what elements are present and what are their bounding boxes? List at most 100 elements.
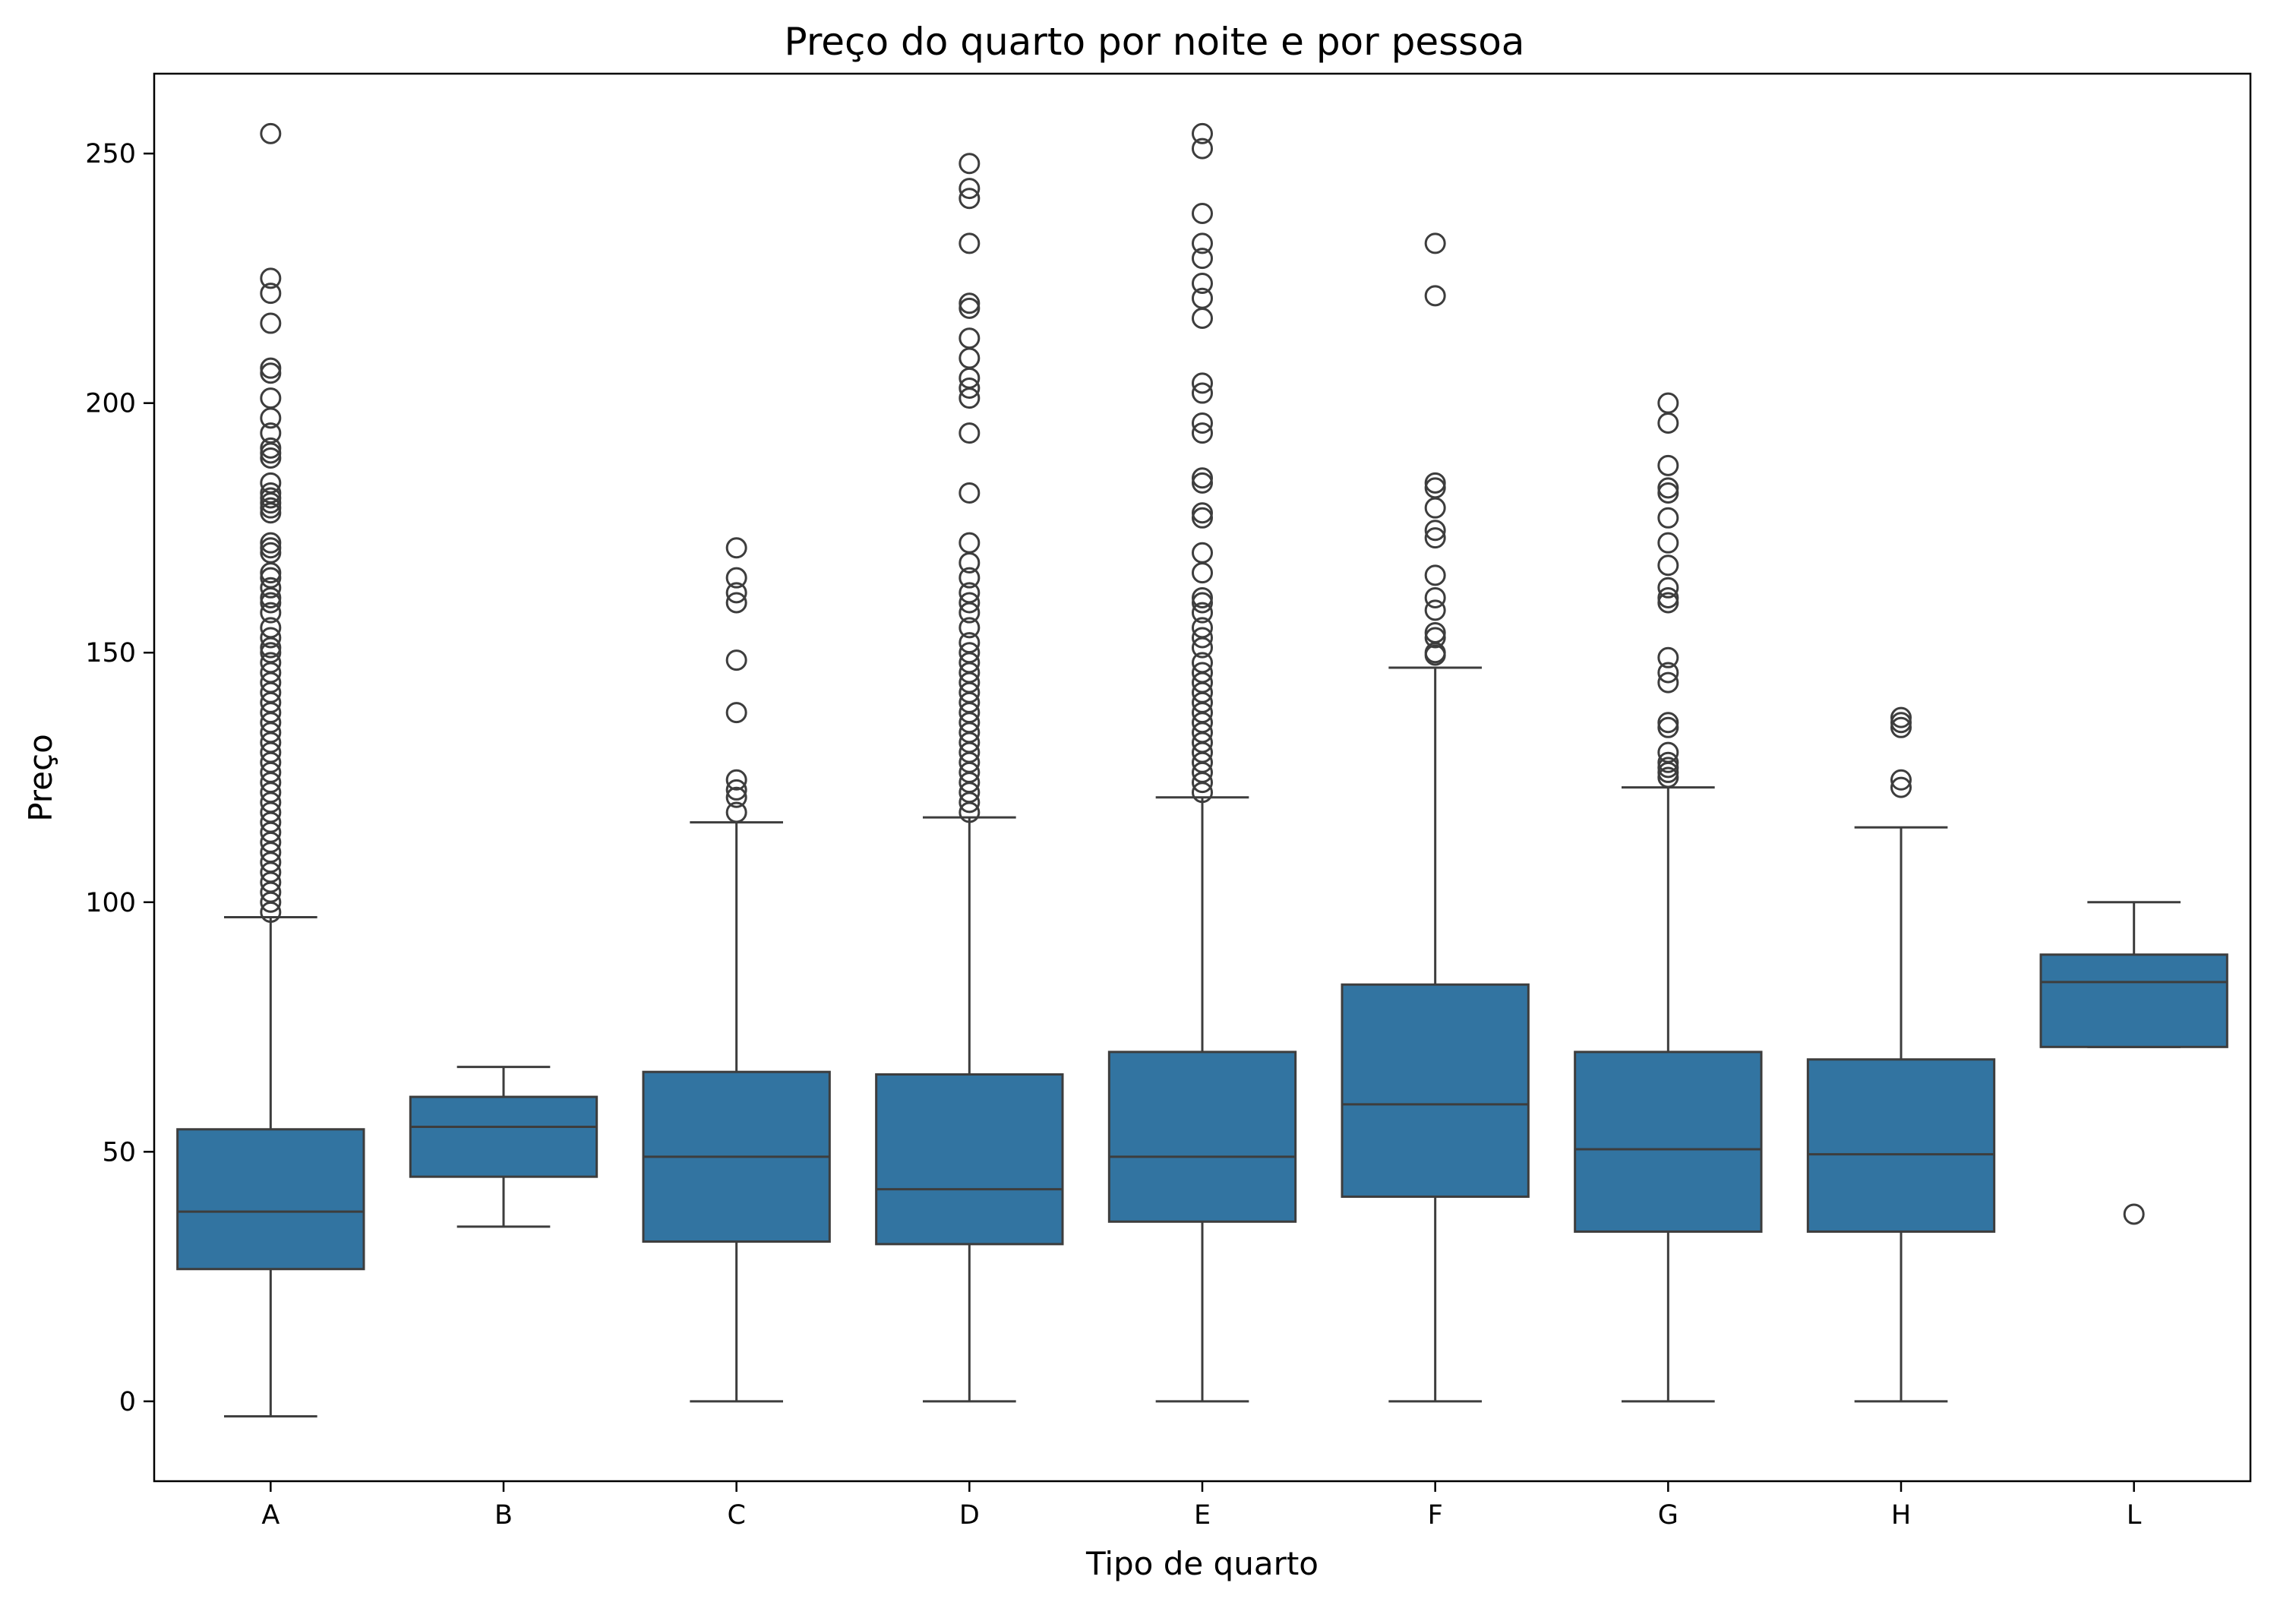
outlier-point (260, 357, 282, 379)
y-axis: 0 50 100 150 200 250 (85, 139, 154, 1417)
outlier-point (1424, 497, 1446, 519)
outlier-point (1192, 202, 1213, 224)
outlier-point (959, 592, 981, 614)
outlier-point (959, 482, 981, 504)
outlier-point (1192, 272, 1213, 294)
box-group-E (1107, 122, 1297, 1403)
outlier-point (260, 312, 282, 334)
box-group-L (2039, 901, 2228, 1225)
box-group-D (875, 153, 1064, 1403)
outlier-point (1657, 646, 1679, 668)
outlier-point (1192, 472, 1213, 494)
outlier-point (1192, 122, 1213, 144)
outlier-point (260, 586, 282, 608)
outlier-point (959, 178, 981, 200)
chart-title: Preço do quarto por noite e por pessoa (785, 20, 1525, 64)
x-tick-label: B (494, 1500, 513, 1531)
outlier-point (1192, 592, 1213, 614)
outlier-point (725, 769, 747, 791)
outlier-point (1424, 285, 1446, 307)
x-tick-label: G (1658, 1500, 1679, 1531)
outlier-point (1657, 554, 1679, 577)
outlier-point (260, 267, 282, 289)
outlier-point (1657, 577, 1679, 599)
outlier-point (959, 377, 981, 399)
outlier-point (260, 891, 282, 913)
outlier-point (1192, 782, 1213, 804)
outlier-point (725, 649, 747, 671)
outlier-point (2123, 1203, 2145, 1225)
outlier-point (1192, 562, 1213, 584)
outlier-point (1890, 706, 1912, 728)
outlier-point (260, 627, 282, 649)
y-axis-label: Preço (22, 734, 59, 822)
box (1341, 983, 1530, 1198)
box-group-A (176, 122, 365, 1418)
outlier-point (1657, 592, 1679, 614)
outlier-point (959, 153, 981, 175)
outlier-point (959, 327, 981, 349)
outlier-point (1192, 637, 1213, 659)
box-group-B (409, 1066, 598, 1228)
outlier-point (1657, 454, 1679, 476)
outlier-point (1657, 412, 1679, 434)
x-tick-label: A (261, 1500, 279, 1531)
outlier-point (1192, 287, 1213, 309)
outlier-point (725, 786, 747, 808)
outlier-point (1657, 507, 1679, 529)
outlier-point (1192, 422, 1213, 444)
outlier-point (260, 437, 282, 459)
outlier-point (260, 122, 282, 144)
box-group-F (1341, 232, 1530, 1403)
box (2039, 953, 2228, 1048)
y-tick-label: 250 (85, 139, 136, 169)
outlier-point (959, 567, 981, 589)
outlier-point (959, 292, 981, 314)
outlier-point (1657, 757, 1679, 779)
y-tick-label: 200 (85, 389, 136, 419)
outlier-point (260, 422, 282, 444)
outlier-point (1424, 599, 1446, 621)
outlier-point (1424, 644, 1446, 666)
outlier-point (1192, 248, 1213, 270)
box (1574, 1051, 1763, 1233)
outlier-point (260, 487, 282, 509)
outlier-point (1192, 627, 1213, 649)
box (1107, 1051, 1297, 1223)
box (1806, 1058, 1996, 1233)
outlier-point (1657, 532, 1679, 554)
box (409, 1095, 598, 1178)
outlier-point (1192, 586, 1213, 608)
outlier-point (260, 577, 282, 599)
outlier-point (1890, 712, 1912, 734)
outlier-point (1424, 564, 1446, 586)
outlier-point (725, 702, 747, 724)
outlier-point (260, 901, 282, 923)
outlier-point (1657, 671, 1679, 693)
outlier-point (959, 801, 981, 823)
outlier-point (725, 801, 747, 823)
outlier-point (1192, 542, 1213, 564)
x-tick-label: L (2127, 1500, 2142, 1531)
outlier-point (1657, 392, 1679, 414)
outlier-point (1657, 586, 1679, 608)
outlier-point (1657, 716, 1679, 738)
outlier-point (1657, 766, 1679, 788)
outlier-point (1424, 527, 1446, 549)
outlier-point (1890, 776, 1912, 798)
outlier-point (260, 592, 282, 614)
x-tick-label: H (1891, 1500, 1911, 1531)
outlier-point (1192, 602, 1213, 624)
x-axis-label: Tipo de quarto (1085, 1545, 1319, 1582)
outlier-point (260, 537, 282, 559)
box (176, 1128, 365, 1271)
outlier-point (959, 791, 981, 814)
outlier-point (725, 582, 747, 604)
outlier-point (1657, 477, 1679, 499)
outlier-point (1424, 586, 1446, 608)
outlier-point (1192, 502, 1213, 524)
box (875, 1073, 1064, 1246)
outlier-point (959, 551, 981, 573)
outlier-point (725, 779, 747, 801)
